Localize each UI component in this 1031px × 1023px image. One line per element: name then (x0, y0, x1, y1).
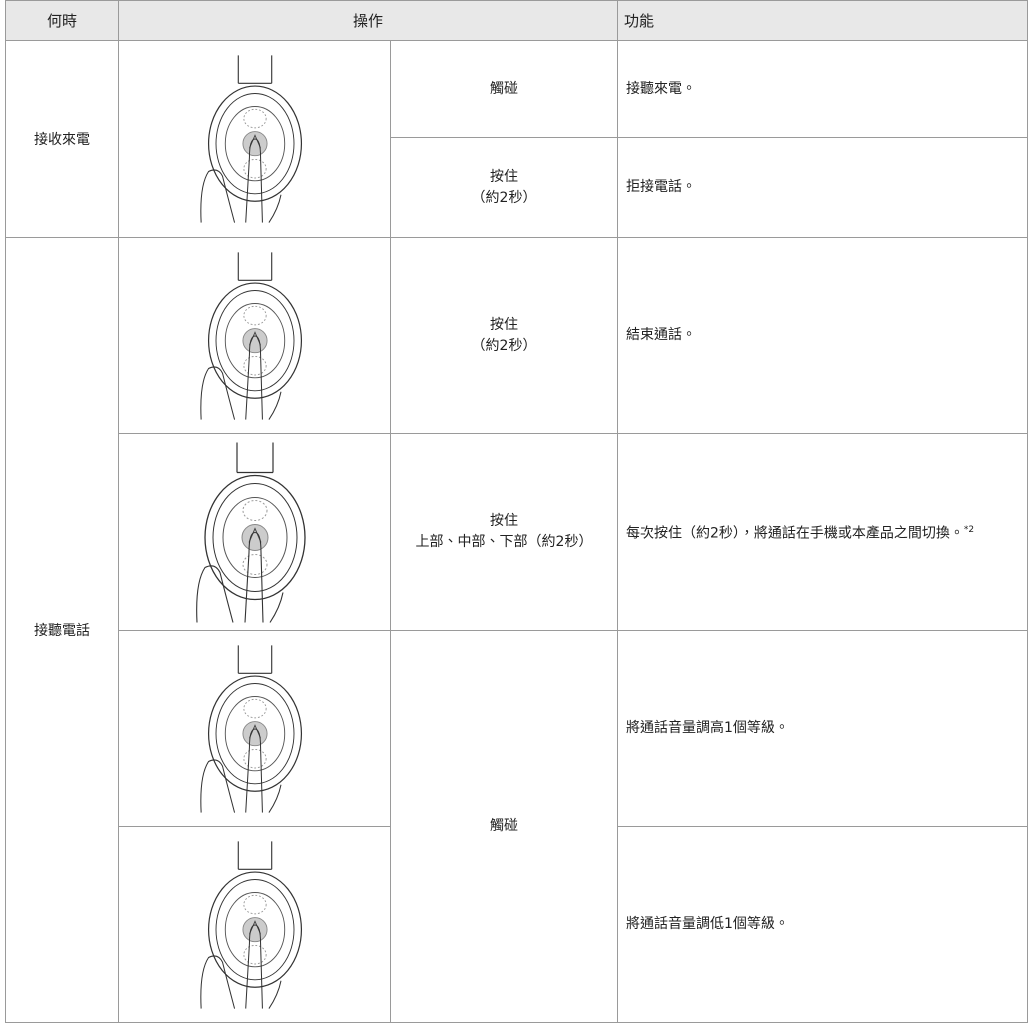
action-text: 按住 (391, 511, 617, 532)
footnote-mark: *2 (964, 525, 974, 535)
when-cell: 接收來電 (6, 41, 119, 238)
illustration-cell (119, 631, 391, 827)
action-text: 觸碰 (391, 816, 617, 837)
header-row: 何時 操作 功能 (6, 1, 1028, 41)
action-cell: 觸碰 (391, 631, 618, 1023)
illustration-cell (119, 434, 391, 631)
row: 接聽電話 按住（約2秒） 結束通話。 (6, 238, 1028, 434)
function-text: 每次按住（約2秒），將通話在手機或本產品之間切換。 (626, 525, 964, 541)
action-text: 按住 (391, 315, 617, 336)
header-cell: 何時 (6, 1, 119, 41)
function-cell: 將通話音量調低1個等級。 (618, 827, 1028, 1023)
illustration-cell (119, 41, 391, 238)
action-text: 觸碰 (391, 79, 617, 100)
action-text: （約2秒） (391, 336, 617, 357)
function-cell: 接聽來電。 (618, 41, 1028, 138)
illustration-cell (119, 238, 391, 434)
action-cell: 按住上部、中部、下部（約2秒） (391, 434, 618, 631)
headphone-illustration (190, 639, 320, 819)
headphone-illustration (185, 440, 325, 625)
row: 接收來電 觸碰 接聽來電。 (6, 41, 1028, 138)
action-cell: 按住（約2秒） (391, 238, 618, 434)
row: 觸碰 將通話音量調高1個等級。 (6, 631, 1028, 827)
action-cell: 觸碰 (391, 41, 618, 138)
headphone-illustration (190, 835, 320, 1015)
illustration-cell (119, 827, 391, 1023)
headphone-illustration (190, 246, 320, 426)
header-cell: 功能 (618, 1, 1028, 41)
header-cell: 操作 (119, 1, 618, 41)
headphone-illustration (190, 49, 320, 229)
when-cell: 接聽電話 (6, 238, 119, 1023)
function-cell: 結束通話。 (618, 238, 1028, 434)
action-text: 上部、中部、下部（約2秒） (391, 532, 617, 553)
function-cell: 拒接電話。 (618, 138, 1028, 238)
function-cell: 每次按住（約2秒），將通話在手機或本產品之間切換。*2 (618, 434, 1028, 631)
function-cell: 將通話音量調高1個等級。 (618, 631, 1028, 827)
row: 按住上部、中部、下部（約2秒） 每次按住（約2秒），將通話在手機或本產品之間切換… (6, 434, 1028, 631)
action-text: （約2秒） (391, 188, 617, 209)
action-cell: 按住（約2秒） (391, 138, 618, 238)
table: 何時 操作 功能 接收來電 觸碰 接聽來電。 按住（約2秒） 拒接電話。 接聽電… (5, 0, 1028, 1023)
action-text: 按住 (391, 167, 617, 188)
